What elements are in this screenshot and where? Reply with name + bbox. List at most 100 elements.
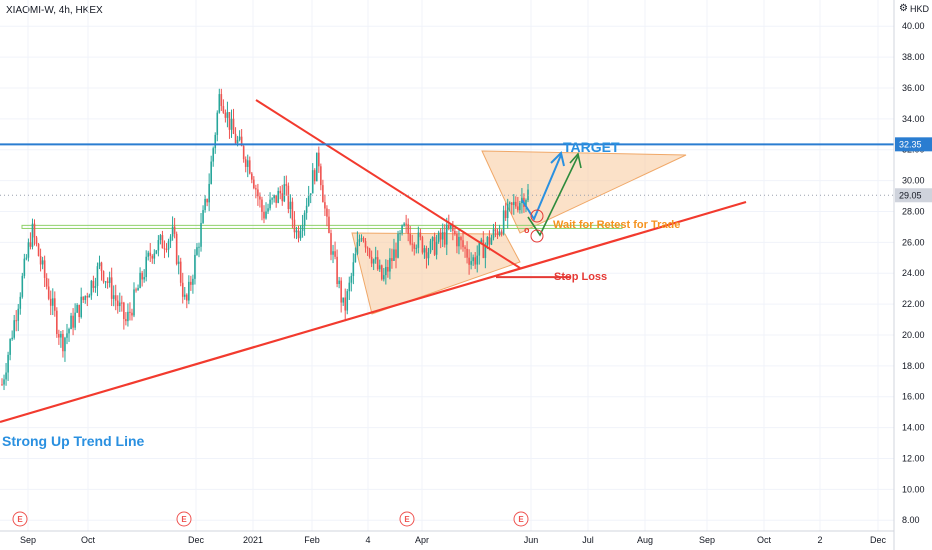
candle-body [151,255,154,259]
candle-body [60,333,62,338]
candle-body [198,246,200,248]
candle-body [372,259,375,264]
candle-body [202,210,204,223]
candle-body [376,257,379,270]
projection-arrow-green [527,155,579,237]
candle-body [330,233,332,255]
candle-body [366,247,369,249]
target-label: TARGET [563,139,620,155]
currency-selector[interactable]: ⚙ HKD [899,3,929,14]
candle-body [133,289,135,316]
candle-body [104,281,107,283]
candle-body [246,160,249,167]
candle-body [92,280,95,288]
candle-body [226,112,229,118]
candle-body [90,280,93,296]
y-tick-label: 20.00 [902,330,925,340]
candle-body [82,296,85,300]
candle-body [62,333,64,352]
candle-body [447,224,450,229]
candle-body [244,159,247,167]
candle-body [437,232,440,242]
candle-body [72,315,74,328]
candle-body [137,287,139,291]
candle-body [141,272,143,280]
candle-body [486,236,489,246]
candle-body [299,230,302,239]
candle-body [480,239,483,244]
candle-body [273,195,275,199]
candle-body [171,226,174,237]
uptrend-label: Strong Up Trend Line [2,433,145,449]
candle-body [147,252,150,257]
candle-body [387,266,389,272]
price-label-tag [895,188,932,203]
candle-body [468,257,470,265]
candle-body [415,247,418,249]
candle-body [389,258,391,272]
candle-body [33,223,36,238]
candle-body [3,379,5,385]
candle-body [37,243,40,256]
candle-body [102,271,105,282]
candle-body [15,320,18,322]
candle-body [163,248,166,250]
candle-body [169,236,172,242]
y-tick-label: 40.00 [902,21,925,31]
y-tick-label: 28.00 [902,206,925,216]
candle-body [51,298,54,306]
candle-body [84,296,87,300]
candle-body [315,152,318,182]
candle-body [181,282,184,297]
gear-icon[interactable]: ⚙ [899,3,908,14]
candle-body [222,106,225,113]
candle-body [496,231,499,235]
candle-body [326,208,328,217]
candle-body [271,198,273,200]
candle-body [230,118,233,130]
candle-body [332,251,334,255]
ticker-label: XIAOMI-W, 4h, HKEX [6,5,103,16]
candle-body [74,312,76,328]
candle-body [108,277,111,283]
candle-body [47,286,50,299]
candle-body [257,189,259,197]
candle-body [39,255,42,265]
candle-body [70,315,72,330]
candle-body [196,247,198,255]
candle-body [508,202,511,204]
arrow-head-icon [569,152,582,169]
candle-body [456,234,458,247]
candle-body [362,238,365,241]
candle-body [443,232,446,245]
candle-body [476,255,479,265]
candle-body [417,232,420,248]
candle-body [54,298,56,311]
pattern-fills [21,150,687,315]
candle-body [123,302,125,320]
candle-body [194,254,196,279]
candle-body [186,294,188,301]
candle-body [127,311,129,322]
annotation-texts: TARGET Wait for Retest for Trade Stop Loss… [2,139,680,449]
candle-body [78,304,80,318]
candle-body [129,311,131,313]
x-tick-label: Apr [415,535,429,545]
retest-label: Wait for Retest for Trade [553,219,680,231]
y-tick-label: 38.00 [902,52,925,62]
candle-body [11,337,13,340]
candle-body [283,184,286,202]
candle-body [165,248,168,250]
candle-body [318,152,320,167]
candle-body [167,241,170,250]
candle-body [259,196,261,200]
candle-body [253,179,255,189]
candle-body [263,211,265,219]
candle-body [94,286,97,288]
candle-body [405,223,407,225]
candle-body [295,230,298,233]
candle-body [466,248,468,258]
candle-body [110,277,113,299]
candle-body [429,241,432,253]
